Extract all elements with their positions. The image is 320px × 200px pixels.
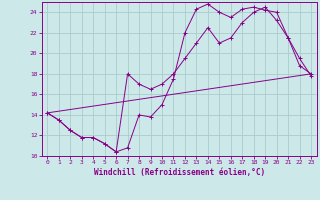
X-axis label: Windchill (Refroidissement éolien,°C): Windchill (Refroidissement éolien,°C) xyxy=(94,168,265,177)
